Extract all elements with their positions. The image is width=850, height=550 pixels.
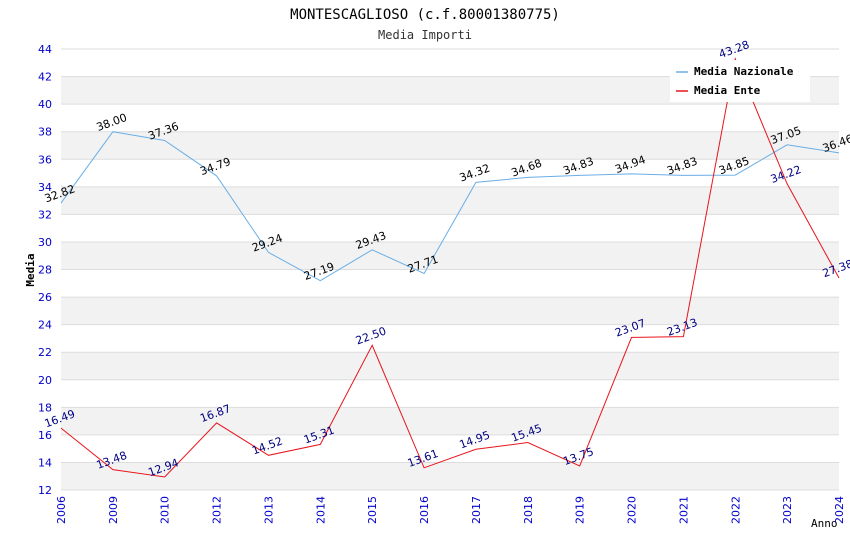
x-tick-label: 2015 — [366, 496, 379, 524]
legend: Media Nazionale Media Ente — [670, 60, 810, 102]
plot-band — [61, 241, 839, 270]
data-label: 38.00 — [95, 111, 129, 134]
chart-subtitle: Media Importi — [378, 28, 472, 42]
plot-bands — [61, 76, 839, 490]
y-tick-label: 12 — [38, 484, 52, 497]
x-tick-label: 2017 — [470, 496, 483, 524]
y-tick-label: 28 — [38, 264, 52, 277]
x-tick-label: 2024 — [833, 496, 846, 524]
plot-band — [61, 131, 839, 160]
y-tick-label: 36 — [38, 153, 52, 166]
x-tick-label: 2006 — [55, 496, 68, 524]
legend-label-media-nazionale: Media Nazionale — [694, 65, 794, 78]
x-tick-label: 2009 — [107, 496, 120, 524]
x-tick-label: 2014 — [314, 496, 327, 524]
y-tick-label: 44 — [38, 43, 52, 56]
y-tick-label: 24 — [38, 319, 52, 332]
x-tick-label: 2023 — [781, 496, 794, 524]
plot-band — [61, 462, 839, 490]
y-tick-label: 18 — [38, 401, 52, 414]
data-label: 34.68 — [510, 157, 544, 180]
series-line-media-nazionale — [60, 131, 840, 282]
x-tick-label: 2013 — [262, 496, 275, 524]
y-tick-labels: 12 14 16 18 20 22 24 26 28 30 32 34 36 38 40 42 44 — [38, 43, 52, 497]
plot-band — [61, 297, 839, 325]
y-tick-label: 30 — [38, 236, 52, 249]
plot-band — [61, 186, 839, 215]
y-tick-label: 14 — [38, 456, 52, 469]
chart-title: MONTESCAGLIOSO (c.f.80001380775) — [290, 7, 560, 23]
y-tick-label: 32 — [38, 208, 52, 221]
y-tick-label: 34 — [38, 181, 52, 194]
x-tick-label: 2018 — [522, 496, 535, 524]
x-tick-label: 2020 — [626, 496, 639, 524]
y-tick-label: 22 — [38, 346, 52, 359]
x-tick-label: 2016 — [418, 496, 431, 524]
x-tick-labels: 2006 2009 2010 2012 2013 2014 2015 2016 2017 2018… — [55, 496, 846, 524]
data-label: 22.50 — [354, 325, 388, 348]
series-line-media-ente — [60, 57, 840, 478]
plot-band — [61, 352, 839, 380]
y-tick-label: 42 — [38, 71, 52, 84]
x-tick-label: 2010 — [159, 496, 172, 524]
y-tick-label: 16 — [38, 429, 52, 442]
x-tick-label: 2019 — [574, 496, 587, 524]
data-label: 43.28 — [717, 38, 751, 61]
x-tick-label: 2012 — [211, 496, 224, 524]
legend-box — [670, 60, 810, 102]
legend-label-media-ente: Media Ente — [694, 84, 761, 97]
y-tick-label: 40 — [38, 98, 52, 111]
series-lines — [60, 57, 840, 478]
x-tick-label: 2022 — [729, 496, 742, 524]
y-tick-label: 26 — [38, 291, 52, 304]
x-axis-label: Anno — [811, 517, 838, 530]
y-axis-label: Media — [24, 253, 37, 286]
data-label: 34.22 — [769, 163, 803, 186]
x-tick-label: 2021 — [677, 496, 690, 524]
y-tick-label: 20 — [38, 374, 52, 387]
y-tick-label: 38 — [38, 126, 52, 139]
plot-band — [61, 407, 839, 435]
